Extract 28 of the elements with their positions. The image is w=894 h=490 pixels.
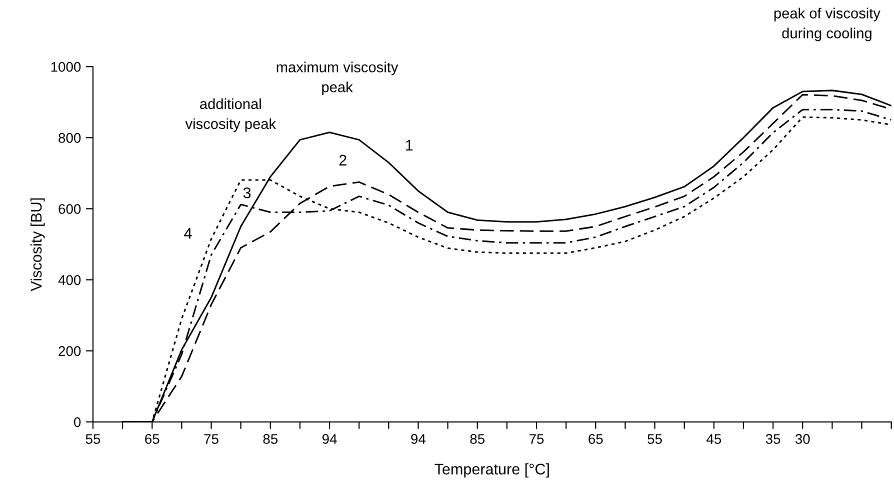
y-tick-label: 200 — [58, 346, 81, 356]
x-tick-label: 65 — [588, 434, 603, 444]
annotation: maximum viscosity peak — [276, 62, 398, 96]
annotation: additional viscosity peak — [185, 98, 276, 132]
x-tick-label: 85 — [470, 434, 485, 444]
series-label: 4 — [184, 228, 192, 239]
y-tick-label: 800 — [58, 133, 81, 143]
series-label: 2 — [339, 154, 346, 166]
x-tick-label: 45 — [706, 434, 722, 444]
x-tick-label: 94 — [322, 434, 337, 444]
y-tick-label: 400 — [58, 275, 81, 285]
x-tick-label: 30 — [795, 434, 810, 444]
text: peak of viscosity during cooling — [774, 8, 880, 42]
series-label: 1 — [406, 140, 413, 151]
x-tick-label: 55 — [648, 434, 662, 444]
x-tick-label: 75 — [529, 434, 544, 444]
y-tick-label: 1000 — [51, 62, 81, 72]
x-axis-title: Temperature [°C] — [434, 463, 549, 478]
y-tick-label: 0 — [74, 417, 81, 428]
x-tick-label: 85 — [263, 434, 278, 444]
x-tick-label: 94 — [411, 434, 426, 444]
y-axis-title: Viscosity [BU] — [30, 198, 45, 292]
x-tick-label: 75 — [204, 434, 218, 444]
series-label: 3 — [243, 187, 251, 198]
x-tick-label: 55 — [86, 434, 100, 444]
x-tick-label: 65 — [145, 434, 160, 444]
x-tick-label: 35 — [766, 434, 780, 444]
y-tick-label: 600 — [58, 204, 81, 214]
